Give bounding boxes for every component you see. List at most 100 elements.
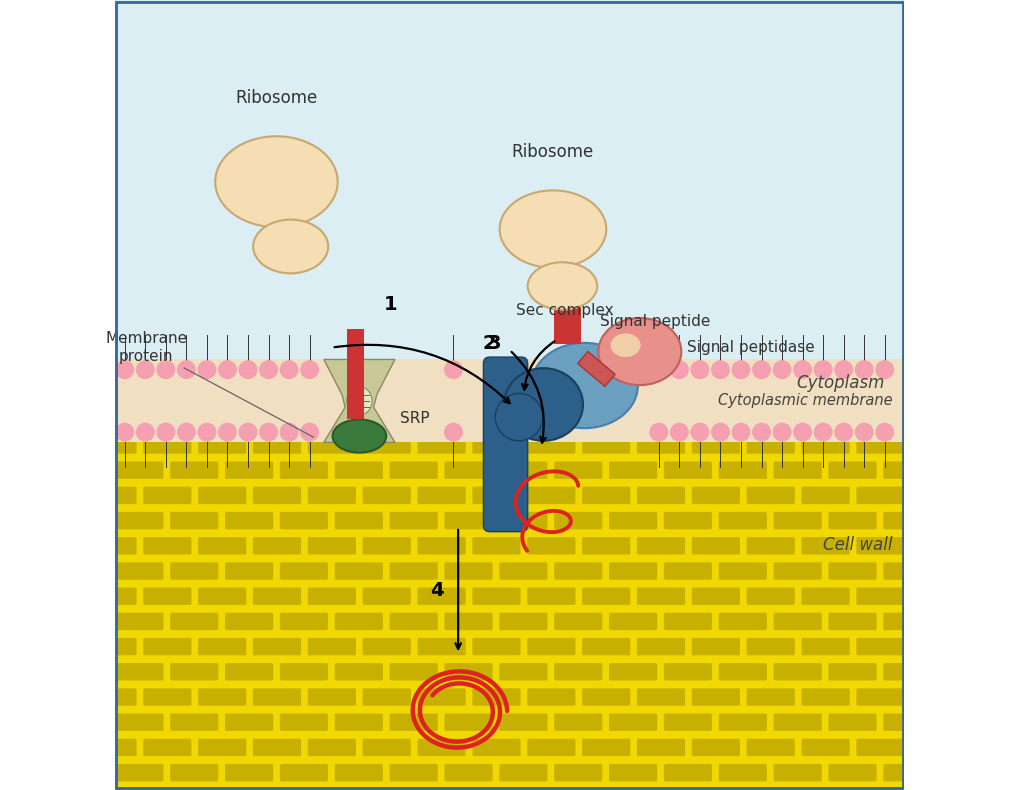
Circle shape [115, 423, 135, 442]
FancyBboxPatch shape [663, 764, 712, 781]
FancyBboxPatch shape [582, 436, 631, 453]
FancyBboxPatch shape [308, 688, 356, 705]
FancyBboxPatch shape [308, 537, 356, 555]
Text: Cell wall: Cell wall [823, 536, 893, 554]
FancyBboxPatch shape [692, 436, 740, 453]
FancyBboxPatch shape [883, 512, 931, 529]
FancyBboxPatch shape [144, 638, 192, 656]
FancyBboxPatch shape [663, 512, 712, 529]
FancyBboxPatch shape [225, 512, 273, 529]
FancyBboxPatch shape [527, 487, 576, 504]
FancyBboxPatch shape [747, 386, 795, 404]
FancyBboxPatch shape [527, 588, 576, 605]
FancyBboxPatch shape [144, 537, 192, 555]
FancyBboxPatch shape [280, 562, 328, 580]
FancyBboxPatch shape [115, 713, 163, 731]
Text: 2: 2 [483, 334, 496, 353]
FancyBboxPatch shape [115, 562, 163, 580]
FancyBboxPatch shape [89, 386, 137, 404]
FancyBboxPatch shape [334, 613, 383, 630]
FancyBboxPatch shape [170, 512, 218, 529]
FancyBboxPatch shape [198, 688, 247, 705]
FancyBboxPatch shape [692, 487, 740, 504]
Bar [114, 359, 905, 442]
FancyBboxPatch shape [389, 613, 438, 630]
FancyBboxPatch shape [253, 487, 301, 504]
FancyBboxPatch shape [856, 688, 905, 705]
FancyBboxPatch shape [418, 638, 466, 656]
FancyBboxPatch shape [911, 537, 960, 555]
Bar [346, 329, 364, 419]
FancyBboxPatch shape [747, 739, 795, 756]
FancyBboxPatch shape [609, 613, 657, 630]
FancyBboxPatch shape [473, 638, 521, 656]
FancyBboxPatch shape [499, 461, 547, 479]
FancyBboxPatch shape [473, 588, 521, 605]
Circle shape [301, 423, 319, 442]
FancyBboxPatch shape [527, 688, 576, 705]
FancyBboxPatch shape [253, 638, 301, 656]
FancyBboxPatch shape [773, 512, 821, 529]
FancyBboxPatch shape [253, 588, 301, 605]
FancyBboxPatch shape [663, 461, 712, 479]
Text: Signal peptide: Signal peptide [600, 314, 710, 329]
Ellipse shape [528, 262, 597, 310]
FancyBboxPatch shape [692, 739, 740, 756]
FancyBboxPatch shape [554, 562, 602, 580]
Circle shape [649, 423, 668, 442]
FancyBboxPatch shape [883, 713, 931, 731]
FancyBboxPatch shape [883, 361, 931, 378]
FancyBboxPatch shape [718, 713, 767, 731]
FancyBboxPatch shape [144, 688, 192, 705]
FancyBboxPatch shape [938, 613, 986, 630]
FancyBboxPatch shape [718, 461, 767, 479]
FancyBboxPatch shape [280, 713, 328, 731]
FancyBboxPatch shape [225, 461, 273, 479]
FancyBboxPatch shape [637, 436, 685, 453]
FancyBboxPatch shape [856, 739, 905, 756]
Circle shape [855, 360, 873, 379]
FancyBboxPatch shape [773, 411, 821, 428]
FancyBboxPatch shape [363, 386, 411, 404]
FancyBboxPatch shape [170, 562, 218, 580]
Circle shape [772, 423, 792, 442]
FancyBboxPatch shape [389, 562, 438, 580]
FancyBboxPatch shape [527, 537, 576, 555]
FancyBboxPatch shape [663, 411, 712, 428]
Circle shape [711, 360, 730, 379]
FancyBboxPatch shape [115, 512, 163, 529]
Circle shape [198, 360, 216, 379]
FancyBboxPatch shape [144, 436, 192, 453]
FancyBboxPatch shape [89, 436, 137, 453]
Ellipse shape [253, 220, 328, 273]
FancyBboxPatch shape [609, 411, 657, 428]
Circle shape [259, 360, 278, 379]
FancyBboxPatch shape [170, 461, 218, 479]
FancyBboxPatch shape [363, 436, 411, 453]
Circle shape [177, 360, 196, 379]
Bar [114, 359, 905, 790]
FancyBboxPatch shape [856, 537, 905, 555]
FancyBboxPatch shape [856, 436, 905, 453]
FancyBboxPatch shape [444, 764, 492, 781]
FancyBboxPatch shape [828, 411, 876, 428]
FancyBboxPatch shape [828, 663, 876, 680]
FancyBboxPatch shape [280, 663, 328, 680]
FancyBboxPatch shape [609, 461, 657, 479]
FancyBboxPatch shape [170, 361, 218, 378]
Circle shape [813, 423, 833, 442]
FancyBboxPatch shape [938, 461, 986, 479]
FancyBboxPatch shape [444, 361, 492, 378]
FancyBboxPatch shape [802, 487, 850, 504]
Ellipse shape [504, 368, 583, 441]
FancyBboxPatch shape [609, 361, 657, 378]
FancyBboxPatch shape [444, 613, 492, 630]
FancyBboxPatch shape [89, 487, 137, 504]
FancyBboxPatch shape [828, 713, 876, 731]
FancyBboxPatch shape [225, 713, 273, 731]
Circle shape [136, 423, 155, 442]
FancyBboxPatch shape [582, 537, 631, 555]
FancyBboxPatch shape [115, 613, 163, 630]
FancyBboxPatch shape [883, 613, 931, 630]
FancyBboxPatch shape [334, 361, 383, 378]
